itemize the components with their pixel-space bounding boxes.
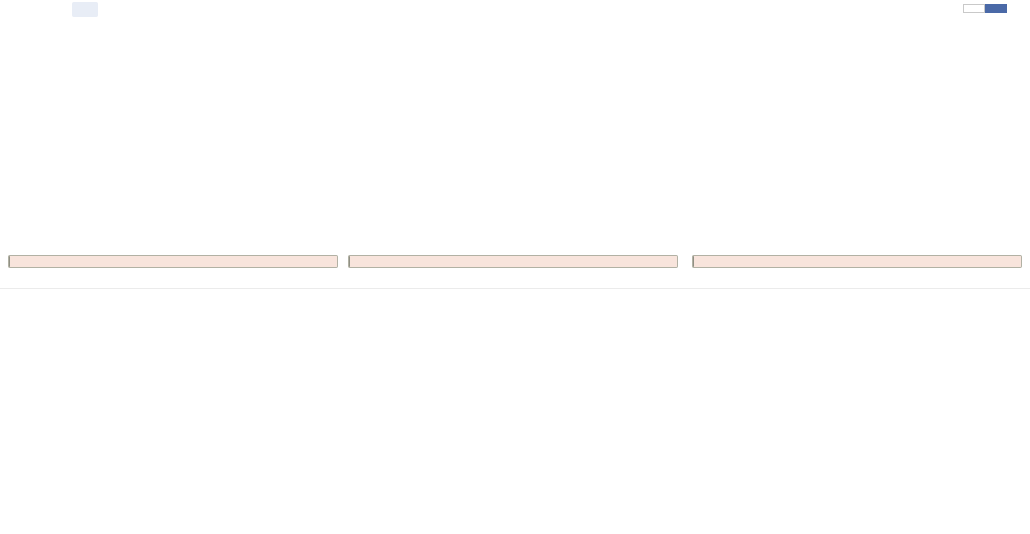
best-worst-trade-stat	[8, 240, 338, 284]
balance-dot-icon	[80, 7, 86, 13]
trade-stats-row	[0, 240, 1030, 284]
mfe-mae-legend	[0, 296, 1030, 322]
drawdown-button[interactable]	[985, 4, 1007, 13]
consecutive-wins-stat	[348, 240, 678, 284]
mae-legend-item	[222, 296, 232, 304]
balance-drawdown-plot[interactable]	[0, 30, 1030, 215]
mae-dot-icon	[222, 298, 228, 304]
consecutive-wins-bar	[348, 255, 678, 268]
consecutive-profit-stat	[692, 240, 1022, 284]
drawdown-dot-icon	[16, 7, 22, 13]
header	[0, 0, 1030, 30]
chart-mode-buttons	[963, 4, 1007, 13]
consecutive-profit-bar	[692, 255, 1022, 268]
weekly-profit-loss-chart[interactable]	[0, 330, 1030, 534]
mfe-legend-item	[20, 296, 30, 304]
section-divider	[0, 288, 1030, 289]
drawdown-legend-chip[interactable]	[8, 2, 34, 17]
avg-loss-dot-icon	[161, 298, 167, 304]
best-worst-trade-bar	[8, 255, 338, 268]
avg-profit-legend-item	[102, 296, 112, 304]
mfe-dot-icon	[20, 298, 26, 304]
balance-legend-chip[interactable]	[72, 2, 98, 17]
weekly-bars-plot[interactable]	[0, 330, 1030, 515]
avg-loss-legend-item	[161, 296, 171, 304]
balance-drawdown-chart[interactable]	[0, 30, 1030, 235]
avg-profit-dot-icon	[102, 298, 108, 304]
deposit-load-button[interactable]	[963, 4, 985, 13]
